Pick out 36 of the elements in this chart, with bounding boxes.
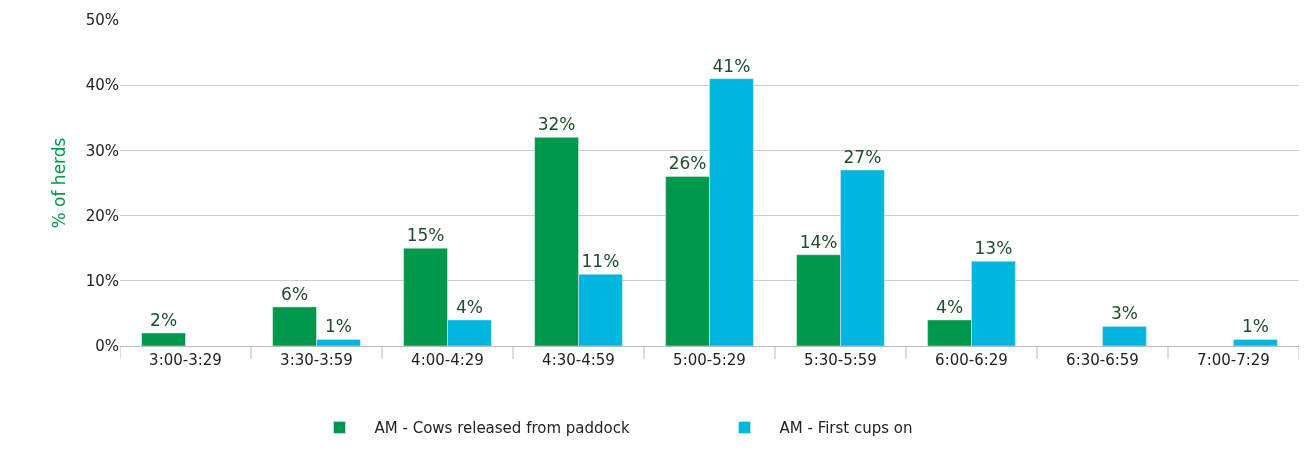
- bar: [141, 332, 186, 346]
- y-tick-label: 20%: [85, 206, 119, 225]
- x-tick-label: 6:00-6:29: [935, 351, 1008, 369]
- x-tick-label: 5:30-5:59: [804, 351, 877, 369]
- data-label: 27%: [843, 146, 882, 167]
- data-label: 3%: [1110, 303, 1138, 324]
- x-tick-label: 4:30-4:59: [542, 351, 615, 369]
- x-tick-label: 3:30-3:59: [280, 351, 353, 369]
- data-label: 2%: [150, 309, 178, 330]
- data-label: 14%: [799, 231, 838, 252]
- data-label: 1%: [1241, 316, 1269, 337]
- data-label: 4%: [455, 296, 483, 317]
- x-tick-label: 6:30-6:59: [1066, 351, 1139, 369]
- bar: [1233, 339, 1278, 346]
- y-tick-label: 0%: [95, 337, 119, 356]
- x-tick-label: 3:00-3:29: [149, 351, 222, 369]
- data-label: 41%: [712, 55, 751, 76]
- x-tick-label: 5:00-5:29: [673, 351, 746, 369]
- data-label: 15%: [406, 225, 445, 246]
- data-label: 13%: [974, 238, 1013, 259]
- y-tick-label: 30%: [85, 141, 119, 160]
- data-label: 11%: [581, 251, 620, 272]
- x-tick-label: 4:00-4:29: [411, 351, 484, 369]
- legend-label: AM - First cups on: [779, 419, 913, 438]
- y-axis-title: % of herds: [49, 137, 70, 229]
- data-label: 26%: [668, 153, 707, 174]
- data-label: 32%: [537, 114, 576, 135]
- x-tick-label: 7:00-7:29: [1197, 351, 1270, 369]
- y-tick-label: 50%: [85, 11, 119, 30]
- data-label: 1%: [324, 316, 352, 337]
- y-tick-label: 40%: [85, 76, 119, 95]
- bar: [1102, 326, 1147, 346]
- data-label: 6%: [281, 283, 309, 304]
- legend-label: AM - Cows released from paddock: [374, 419, 630, 438]
- data-label: 4%: [936, 296, 964, 317]
- y-tick-label: 10%: [85, 272, 119, 291]
